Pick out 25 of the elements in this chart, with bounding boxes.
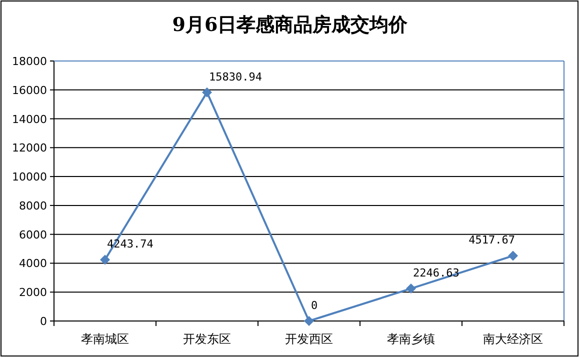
x-tick-label: 开发西区 bbox=[285, 332, 333, 346]
x-tick-label: 开发东区 bbox=[183, 332, 231, 346]
point bbox=[100, 254, 110, 265]
y-tick-label: 0 bbox=[40, 315, 47, 328]
y-tick-label: 18000 bbox=[12, 55, 47, 68]
y-tick-label: 10000 bbox=[12, 170, 47, 184]
point bbox=[406, 284, 416, 294]
y-tick-label: 6000 bbox=[19, 228, 47, 242]
point bbox=[508, 250, 518, 261]
y-tick-label: 2000 bbox=[19, 286, 47, 300]
point bbox=[202, 87, 212, 98]
y-tick-label: 4000 bbox=[19, 257, 47, 270]
x-tick-label: 孝南城区 bbox=[81, 332, 129, 346]
y-tick-label: 16000 bbox=[12, 84, 47, 97]
x-tick-label: 孝南乡镇 bbox=[387, 332, 435, 346]
y-tick-label: 14000 bbox=[12, 112, 47, 126]
y-tick-label: 12000 bbox=[12, 142, 47, 155]
point bbox=[304, 316, 314, 326]
y-tick-label: 8000 bbox=[19, 199, 47, 212]
data-label: 2246.63 bbox=[413, 266, 460, 280]
x-tick-label: 南大经济区 bbox=[483, 332, 543, 346]
chart-title: 9月6日孝感商品房成交均价 bbox=[172, 14, 409, 36]
data-label: 15830.94 bbox=[209, 70, 262, 84]
data-label: 0 bbox=[311, 299, 318, 312]
data-label: 4517.67 bbox=[468, 234, 515, 247]
